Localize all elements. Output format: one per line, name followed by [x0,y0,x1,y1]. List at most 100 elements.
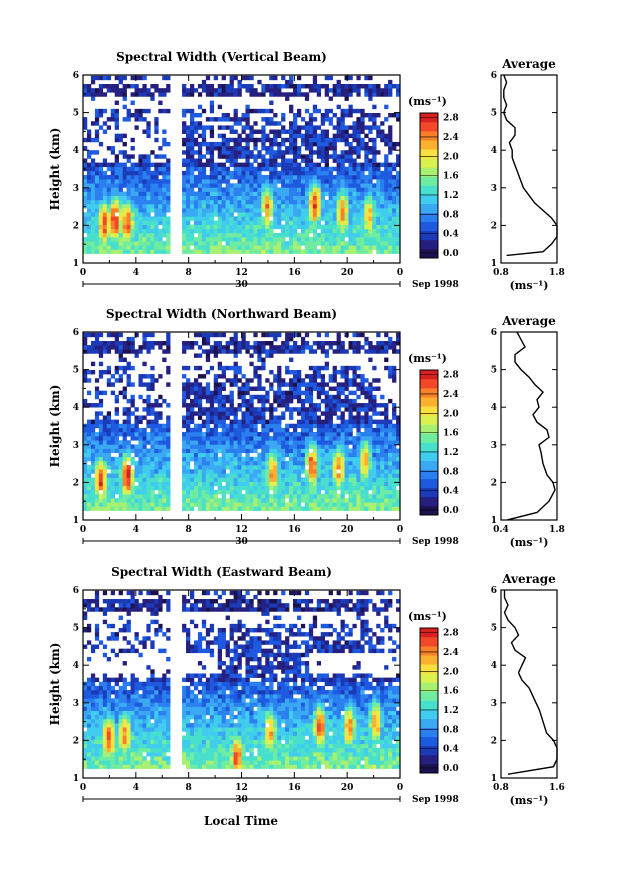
heatmap-cell [308,117,314,122]
heatmap-cell [328,494,333,499]
heatmap-cell [281,137,286,143]
heatmap-cell [380,179,385,184]
heatmap-cell [209,481,215,487]
heatmap-cell [281,440,286,445]
heatmap-cell [209,456,215,462]
heatmap-cell [249,477,254,482]
heatmap-cell [201,108,207,114]
heatmap-cell [245,237,250,242]
heatmap-cell [217,485,222,491]
heatmap-cell [158,179,163,184]
heatmap-cell [142,249,147,254]
heatmap-cell [392,232,397,238]
heatmap-cell [277,386,282,391]
heatmap-cell [241,436,246,441]
heatmap-cell [225,436,230,441]
heatmap-cell [257,345,262,350]
heatmap-cell [269,220,274,225]
heatmap-cell [269,203,274,209]
heatmap-cell [158,423,163,429]
heatmap-cell [162,199,167,205]
heatmap-cell [134,228,139,234]
heatmap-cell [221,506,226,511]
heatmap-cell [300,183,306,188]
heatmap-cell [142,117,147,122]
heatmap-cell [364,460,369,466]
heatmap-cell [300,485,306,491]
heatmap-cell [356,436,361,441]
heatmap-cell [281,494,286,499]
heatmap-cell [336,448,341,453]
heatmap-cell [372,477,377,482]
heatmap-cell [146,121,151,126]
heatmap-cell [360,228,365,234]
heatmap-cell [213,506,219,511]
heatmap-cell [249,353,254,358]
heatmap-cell [217,489,222,495]
heatmap-cell [316,502,322,507]
heatmap-cell [197,220,203,225]
heatmap-cell [312,444,318,449]
heatmap-cell [102,75,108,81]
heatmap-cell [122,407,127,412]
heatmap-cell [118,494,123,499]
heatmap-cell [320,170,326,176]
heatmap-cell [336,382,341,387]
heatmap-cell [217,473,222,478]
heatmap-cell [245,179,250,184]
heatmap-cell [189,502,195,507]
heatmap-cell [324,473,329,478]
heatmap-cell [106,473,112,478]
heatmap-cell [316,216,322,221]
heatmap-cell [154,481,159,487]
heatmap-cell [146,407,151,412]
heatmap-cell [154,498,159,503]
heatmap-cell [340,112,345,118]
heatmap-cell [328,419,333,425]
heatmap-cell [146,166,151,172]
heatmap-cell [340,158,345,163]
heatmap-cell [289,125,294,130]
heatmap-cell [114,407,119,412]
heatmap-cell [289,415,294,420]
heatmap-cell [154,378,159,383]
heatmap-cell [384,465,389,470]
heatmap-cell [209,489,215,495]
heatmap-cell [122,216,127,221]
heatmap-cell [225,158,230,163]
heatmap-cell [384,477,389,482]
heatmap-cell [138,166,143,172]
heatmap-cell [138,382,143,387]
heatmap-cell [356,452,361,458]
heatmap-cell [102,191,108,196]
heatmap-cell [364,241,369,246]
heatmap-cell [328,195,333,201]
heatmap-cell [197,92,203,97]
heatmap-cell [324,228,329,234]
heatmap-cell [360,220,365,225]
heatmap-cell [257,469,262,474]
heatmap-cell [193,121,199,126]
heatmap-cell [225,506,230,511]
heatmap-cell [388,195,393,201]
heatmap-cell [360,469,365,474]
heatmap-cell [312,150,318,155]
heatmap-cell [277,237,282,242]
heatmap-cell [201,440,207,445]
heatmap-cell [376,477,381,482]
heatmap-cell [312,199,318,205]
heatmap-cell [392,146,397,151]
heatmap-cell [150,448,155,453]
heatmap-cell [364,146,369,151]
heatmap-cell [360,137,365,143]
heatmap-cell [304,345,310,350]
heatmap-cell [150,456,155,462]
heatmap-cell [90,203,96,209]
heatmap-cell [182,423,187,429]
heatmap-cell [289,386,294,391]
heatmap-cell [269,146,274,151]
heatmap-cell [265,498,270,503]
heatmap-cell [197,208,203,213]
heatmap-cell [265,485,270,491]
